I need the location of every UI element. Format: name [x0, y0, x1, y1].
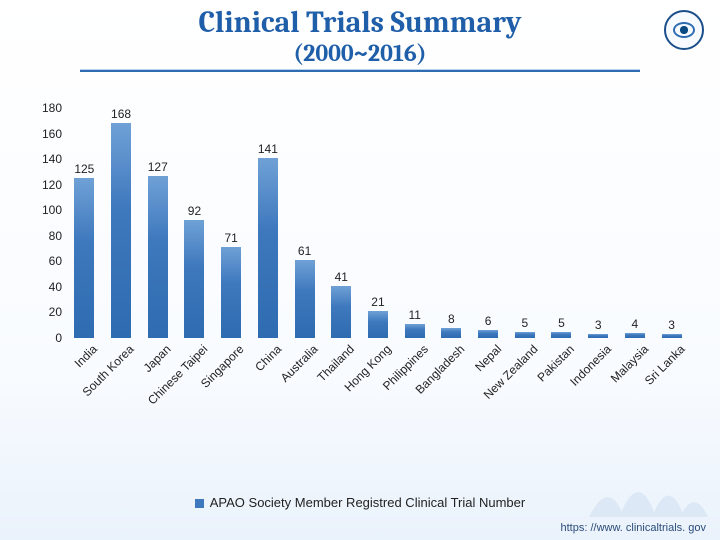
bar: [331, 286, 351, 338]
y-tick-label: 0: [55, 331, 62, 345]
chart-legend: APAO Society Member Registred Clinical T…: [0, 495, 720, 510]
x-axis-labels: IndiaSouth KoreaJapanChinese TaipeiSinga…: [66, 338, 690, 438]
x-category-label: India: [72, 342, 100, 370]
legend-swatch-icon: [195, 499, 204, 508]
bar-slot: 4: [617, 317, 654, 338]
bar: [148, 176, 168, 338]
x-label-slot: Australia: [286, 338, 323, 438]
bar-value-label: 21: [371, 295, 384, 309]
bar: [368, 311, 388, 338]
apao-logo-icon: [664, 10, 704, 50]
y-axis: 020406080100120140160180: [26, 108, 66, 338]
page-subtitle: (2000~2016): [0, 39, 720, 67]
x-label-slot: Indonesia: [580, 338, 617, 438]
bar-slot: 141: [250, 142, 287, 338]
bar-slot: 61: [286, 244, 323, 338]
bar-slot: 41: [323, 270, 360, 338]
x-label-slot: Singapore: [213, 338, 250, 438]
bar-value-label: 168: [111, 107, 131, 121]
bar-slot: 6: [470, 314, 507, 338]
y-tick-label: 140: [42, 152, 62, 166]
y-tick-label: 100: [42, 203, 62, 217]
bar-value-label: 11: [408, 308, 420, 322]
bar-slot: 8: [433, 312, 470, 338]
bar-slot: 5: [506, 316, 543, 338]
y-tick-label: 60: [49, 254, 62, 268]
x-label-slot: China: [250, 338, 287, 438]
y-tick-label: 180: [42, 101, 62, 115]
bar-value-label: 8: [448, 312, 455, 326]
bar-slot: 71: [213, 231, 250, 338]
y-tick-label: 80: [49, 229, 62, 243]
clinical-trials-chart: 020406080100120140160180 125168127927114…: [26, 108, 694, 438]
bar-value-label: 127: [148, 160, 168, 174]
x-category-label: Nepal: [472, 342, 504, 374]
y-tick-label: 160: [42, 127, 62, 141]
x-label-slot: Malaysia: [617, 338, 654, 438]
bar: [184, 220, 204, 338]
plot-area: 125 168 127 92 71 141 61 41 21 11 8 6 5 5 3 4 3: [66, 108, 694, 338]
x-category-label: China: [252, 342, 284, 374]
bar-slot: 168: [103, 107, 140, 338]
bar-value-label: 5: [558, 316, 565, 330]
bar-value-label: 71: [224, 231, 237, 245]
x-label-slot: Sri Lanka: [653, 338, 690, 438]
bar-value-label: 6: [485, 314, 492, 328]
legend-text: APAO Society Member Registred Clinical T…: [210, 495, 525, 510]
bar-series: 125 168 127 92 71 141 61 41 21 11 8 6 5 5 3 4 3: [66, 108, 690, 338]
bar-value-label: 3: [668, 318, 675, 332]
bar-value-label: 92: [188, 204, 201, 218]
bar: [221, 247, 241, 338]
bar-slot: 3: [653, 318, 690, 338]
x-category-label: Japan: [141, 342, 174, 375]
bar-slot: 92: [176, 204, 213, 338]
y-tick-label: 120: [42, 178, 62, 192]
x-label-slot: South Korea: [103, 338, 140, 438]
bar: [295, 260, 315, 338]
bar-slot: 127: [139, 160, 176, 338]
bar-value-label: 61: [298, 244, 311, 258]
y-tick-label: 20: [49, 305, 62, 319]
bar: [74, 178, 94, 338]
bar: [441, 328, 461, 338]
bar-value-label: 41: [335, 270, 348, 284]
bar: [478, 330, 498, 338]
x-label-slot: New Zealand: [506, 338, 543, 438]
bar-value-label: 141: [258, 142, 278, 156]
y-tick-label: 40: [49, 280, 62, 294]
bar-slot: 125: [66, 162, 103, 338]
bar-value-label: 5: [521, 316, 528, 330]
bar: [111, 123, 131, 338]
bar: [258, 158, 278, 338]
bar-value-label: 125: [74, 162, 94, 176]
opera-house-graphic: [584, 462, 714, 522]
bar-value-label: 4: [632, 317, 639, 331]
x-label-slot: Pakistan: [543, 338, 580, 438]
bar-value-label: 3: [595, 318, 602, 332]
bar-slot: 11: [396, 308, 433, 338]
page-title: Clinical Trials Summary: [0, 6, 720, 39]
source-link: https: //www. clinicaltrials. gov: [561, 522, 707, 534]
title-underline: [80, 69, 640, 72]
bar-slot: 3: [580, 318, 617, 338]
bar-slot: 21: [360, 295, 397, 338]
bar: [405, 324, 425, 338]
x-label-slot: Bangladesh: [433, 338, 470, 438]
bar-slot: 5: [543, 316, 580, 338]
